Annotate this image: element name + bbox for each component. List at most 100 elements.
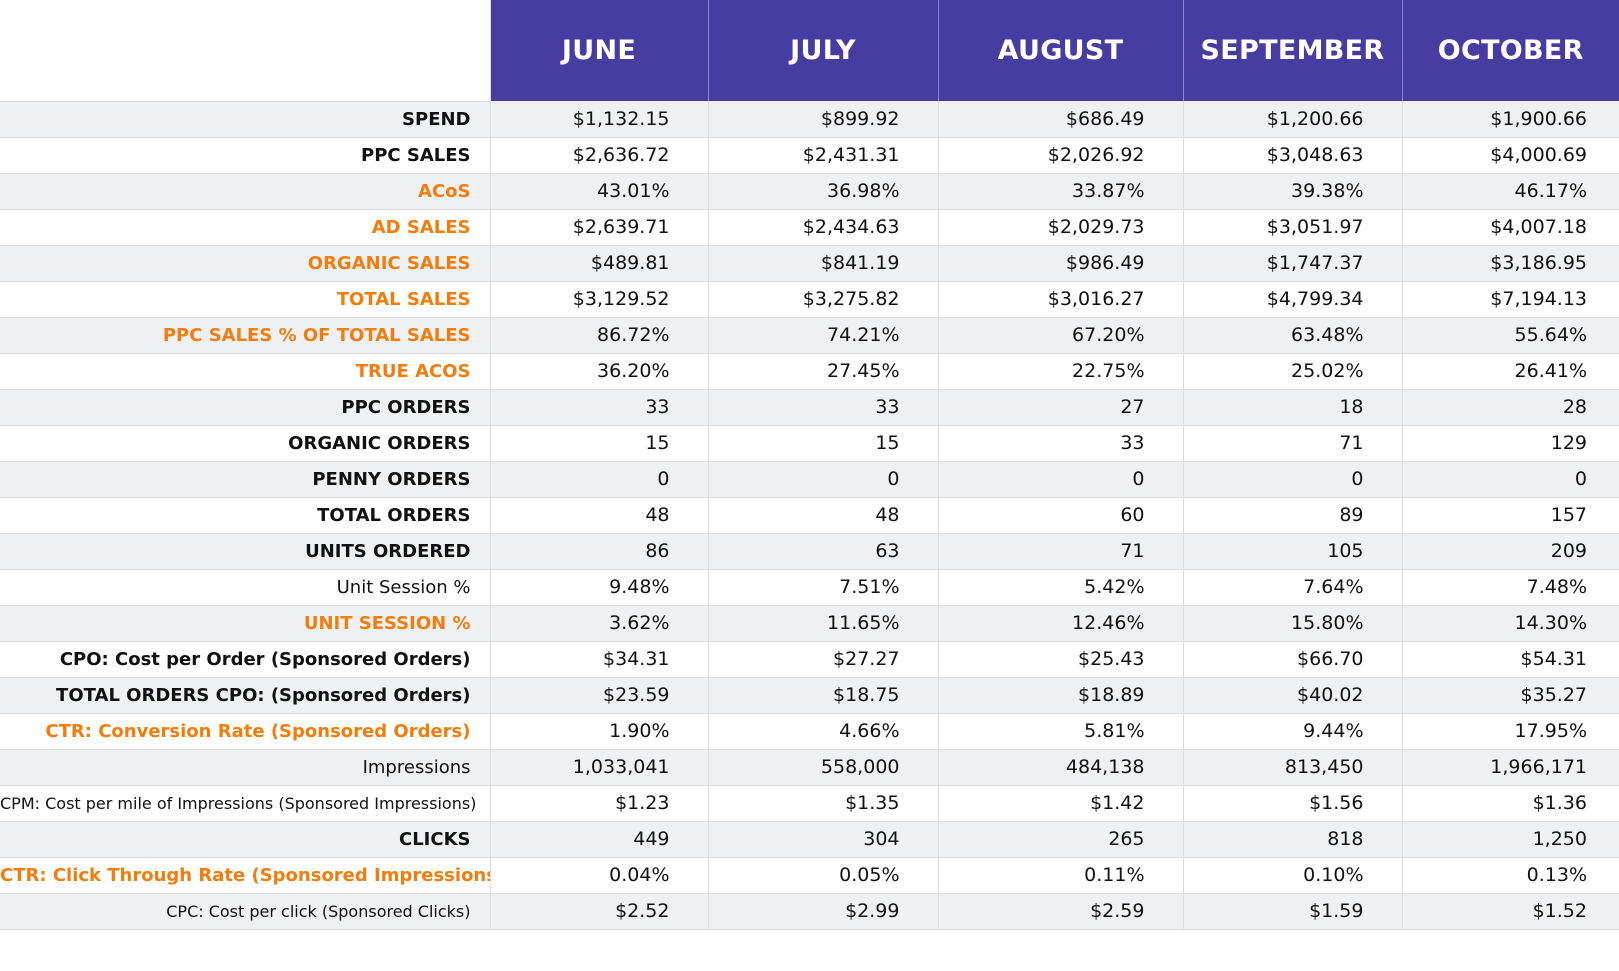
cell-september: 105 (1183, 533, 1403, 570)
cell-july: 74.21% (708, 317, 939, 354)
table-row: PPC SALES $2,636.72 $2,431.31 $2,026.92 $3,0… (0, 137, 1619, 174)
cell-july: $3,275.82 (708, 281, 939, 318)
cell-september: $66.70 (1183, 641, 1403, 678)
row-label: CTR: Click Through Rate (Sponsored Impre… (0, 857, 491, 894)
table-row: CPM: Cost per mile of Impressions (Spons… (0, 785, 1619, 822)
cell-july: 11.65% (708, 605, 939, 642)
cell-october: 7.48% (1402, 569, 1619, 606)
table-row: TRUE ACOS 36.20% 27.45% 22.75% 25.02% 26.41% (0, 353, 1619, 390)
cell-june: $2,639.71 (490, 209, 709, 246)
cell-august: $1.42 (938, 785, 1184, 822)
row-label: ORGANIC SALES (0, 245, 491, 282)
table-row: UNIT SESSION % 3.62% 11.65% 12.46% 15.80% 14.… (0, 605, 1619, 642)
cell-june: $34.31 (490, 641, 709, 678)
cell-june: 1,033,041 (490, 749, 709, 786)
cell-september: $4,799.34 (1183, 281, 1403, 318)
cell-june: 86.72% (490, 317, 709, 354)
table-row: Unit Session % 9.48% 7.51% 5.42% 7.64% 7.48% (0, 569, 1619, 606)
cell-august: 60 (938, 497, 1184, 534)
cell-july: $2,431.31 (708, 137, 939, 174)
row-label: AD SALES (0, 209, 491, 246)
cell-july: $2,434.63 (708, 209, 939, 246)
row-label: CPC: Cost per click (Sponsored Clicks) (0, 893, 491, 930)
cell-july: 0 (708, 461, 939, 498)
cell-october: $4,007.18 (1402, 209, 1619, 246)
row-label: Impressions (0, 749, 491, 786)
cell-june: 1.90% (490, 713, 709, 750)
cell-june: $3,129.52 (490, 281, 709, 318)
row-label: TRUE ACOS (0, 353, 491, 390)
cell-june: 36.20% (490, 353, 709, 390)
cell-september: 71 (1183, 425, 1403, 462)
cell-august: $3,016.27 (938, 281, 1184, 318)
cell-september: $1.59 (1183, 893, 1403, 930)
row-label: CLICKS (0, 821, 491, 858)
cell-september: $1,747.37 (1183, 245, 1403, 282)
cell-june: $489.81 (490, 245, 709, 282)
row-label: CPM: Cost per mile of Impressions (Spons… (0, 785, 491, 822)
cell-october: $54.31 (1402, 641, 1619, 678)
cell-september: $1.56 (1183, 785, 1403, 822)
cell-june: 9.48% (490, 569, 709, 606)
row-label: PENNY ORDERS (0, 461, 491, 498)
cell-june: 48 (490, 497, 709, 534)
cell-june: $1,132.15 (490, 101, 709, 138)
cell-september: 25.02% (1183, 353, 1403, 390)
cell-october: 1,966,171 (1402, 749, 1619, 786)
table-row: TOTAL SALES $3,129.52 $3,275.82 $3,016.27 $4… (0, 281, 1619, 318)
cell-october: 55.64% (1402, 317, 1619, 354)
cell-june: 449 (490, 821, 709, 858)
cell-october: $7,194.13 (1402, 281, 1619, 318)
cell-september: 9.44% (1183, 713, 1403, 750)
cell-october: 28 (1402, 389, 1619, 426)
cell-july: 48 (708, 497, 939, 534)
cell-september: $3,048.63 (1183, 137, 1403, 174)
cell-july: $841.19 (708, 245, 939, 282)
table-row: ORGANIC SALES $489.81 $841.19 $986.49 $1,747… (0, 245, 1619, 282)
table-row: PENNY ORDERS 0 0 0 0 0 (0, 461, 1619, 498)
cell-october: 46.17% (1402, 173, 1619, 210)
cell-june: 86 (490, 533, 709, 570)
cell-october: 14.30% (1402, 605, 1619, 642)
table-row: CTR: Conversion Rate (Sponsored Orders) 1… (0, 713, 1619, 750)
cell-august: $2,029.73 (938, 209, 1184, 246)
cell-october: $1,900.66 (1402, 101, 1619, 138)
month-header-july: JULY (708, 0, 939, 101)
table-row: UNITS ORDERED 86 63 71 105 209 (0, 533, 1619, 570)
cell-july: 15 (708, 425, 939, 462)
cell-october: 17.95% (1402, 713, 1619, 750)
cell-june: 33 (490, 389, 709, 426)
cell-august: 27 (938, 389, 1184, 426)
cell-october: $1.36 (1402, 785, 1619, 822)
cell-august: 33 (938, 425, 1184, 462)
cell-july: $18.75 (708, 677, 939, 714)
cell-september: 63.48% (1183, 317, 1403, 354)
cell-august: 0 (938, 461, 1184, 498)
table-row: CPO: Cost per Order (Sponsored Orders) $3… (0, 641, 1619, 678)
month-header-september: SEPTEMBER (1183, 0, 1403, 101)
cell-august: 5.81% (938, 713, 1184, 750)
row-label: PPC SALES (0, 137, 491, 174)
cell-september: 0 (1183, 461, 1403, 498)
cell-august: 0.11% (938, 857, 1184, 894)
cell-september: 7.64% (1183, 569, 1403, 606)
cell-september: 813,450 (1183, 749, 1403, 786)
table-row: CPC: Cost per click (Sponsored Clicks) $2… (0, 893, 1619, 930)
row-label: ACoS (0, 173, 491, 210)
cell-september: $3,051.97 (1183, 209, 1403, 246)
cell-october: $4,000.69 (1402, 137, 1619, 174)
row-label: CPO: Cost per Order (Sponsored Orders) (0, 641, 491, 678)
report-body: SPEND $1,132.15 $899.92 $686.49 $1,200.66 $1,… (0, 101, 1619, 930)
table-row: SPEND $1,132.15 $899.92 $686.49 $1,200.66 $1,… (0, 101, 1619, 138)
table-row: TOTAL ORDERS CPO: (Sponsored Orders) $23.… (0, 677, 1619, 714)
cell-june: 15 (490, 425, 709, 462)
table-row: ORGANIC ORDERS 15 15 33 71 129 (0, 425, 1619, 462)
cell-october: $35.27 (1402, 677, 1619, 714)
cell-july: 36.98% (708, 173, 939, 210)
cell-july: $1.35 (708, 785, 939, 822)
month-header-october: OCTOBER (1402, 0, 1619, 101)
table-row: Impressions 1,033,041 558,000 484,138 813,45… (0, 749, 1619, 786)
cell-august: $18.89 (938, 677, 1184, 714)
table-row: AD SALES $2,639.71 $2,434.63 $2,029.73 $3,05… (0, 209, 1619, 246)
cell-september: 15.80% (1183, 605, 1403, 642)
